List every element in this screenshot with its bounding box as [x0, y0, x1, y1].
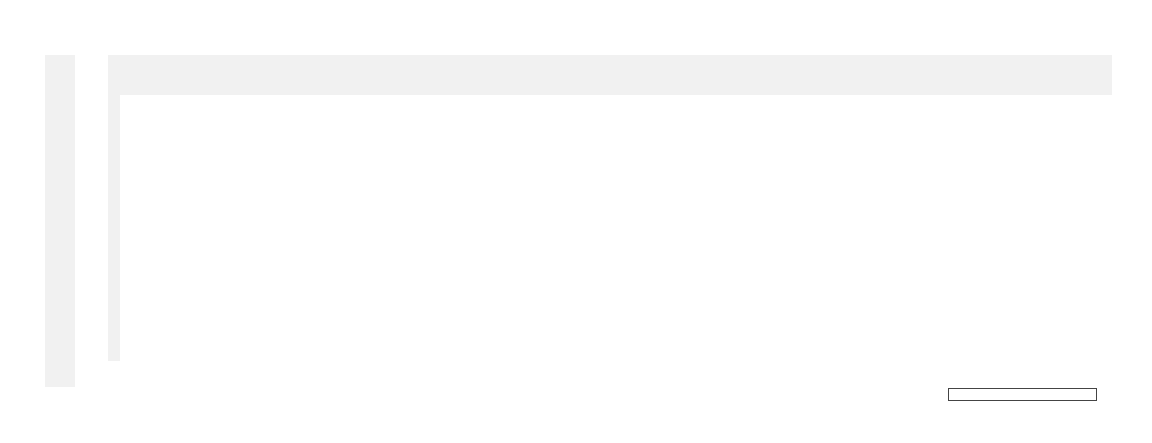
figure-bg-top-band: [108, 55, 1112, 95]
figure-bg-left-strip: [45, 55, 75, 387]
cloud-density-scale-bar: [948, 388, 1097, 401]
figure-bg-plot-frame: [108, 95, 120, 361]
rain-legend-swatch: [125, 392, 159, 402]
showers-legend-swatch: [277, 392, 311, 402]
